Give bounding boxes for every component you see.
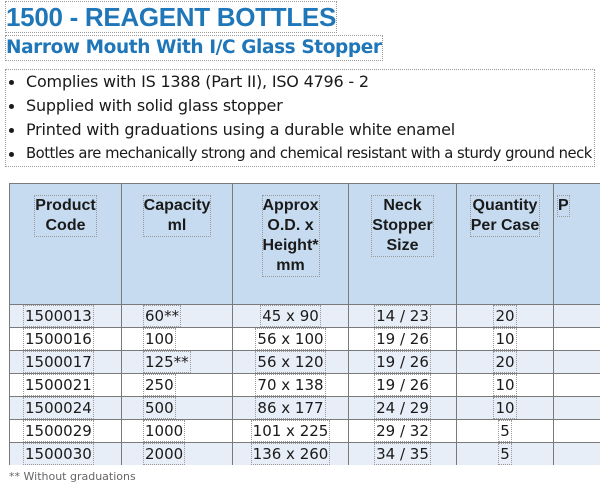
feature-item: Bottles are mechanically strong and chem…: [6, 142, 594, 166]
cell-truncated: [554, 374, 600, 397]
cell-od-height: 70 x 138: [233, 374, 349, 397]
page-title: 1500 - REAGENT BOTTLES: [6, 2, 336, 32]
cell-od-height: 56 x 100: [233, 328, 349, 351]
cell-quantity: 20: [457, 305, 554, 328]
cell-od-height: 101 x 225: [233, 420, 349, 443]
cell-capacity: 2000: [122, 443, 233, 466]
cell-quantity: 10: [457, 328, 554, 351]
header-truncated: P: [554, 184, 600, 305]
cell-capacity: 250: [122, 374, 233, 397]
cell-neck-size: 29 / 32: [349, 420, 457, 443]
cell-quantity: 5: [457, 420, 554, 443]
cell-product-code: 1500017: [10, 351, 122, 374]
cell-neck-size: 14 / 23: [349, 305, 457, 328]
cell-product-code: 1500013: [10, 305, 122, 328]
cell-quantity: 5: [457, 443, 554, 466]
cell-product-code: 1500021: [10, 374, 122, 397]
cell-od-height: 56 x 120: [233, 351, 349, 374]
cell-truncated: [554, 420, 600, 443]
cell-product-code: 1500030: [10, 443, 122, 466]
cell-product-code: 1500024: [10, 397, 122, 420]
cell-truncated: [554, 397, 600, 420]
feature-text: Bottles are mechanically strong and chem…: [26, 145, 592, 162]
cell-od-height: 86 x 177: [233, 397, 349, 420]
cell-neck-size: 19 / 26: [349, 328, 457, 351]
cell-quantity: 20: [457, 351, 554, 374]
feature-text: Printed with graduations using a durable…: [26, 120, 455, 139]
feature-text: Complies with IS 1388 (Part II), ISO 479…: [26, 72, 369, 91]
cell-product-code: 1500016: [10, 328, 122, 351]
cell-truncated: [554, 443, 600, 466]
cell-truncated: [554, 351, 600, 374]
cell-neck-size: 34 / 35: [349, 443, 457, 466]
feature-item: Supplied with solid glass stopper: [6, 94, 594, 118]
feature-item: Printed with graduations using a durable…: [6, 118, 594, 142]
cell-quantity: 10: [457, 374, 554, 397]
feature-list: Complies with IS 1388 (Part II), ISO 479…: [6, 70, 594, 166]
footnote: ** Without graduations: [9, 471, 136, 483]
cell-capacity: 500: [122, 397, 233, 420]
cell-neck-size: 19 / 26: [349, 351, 457, 374]
cell-neck-size: 24 / 29: [349, 397, 457, 420]
cell-capacity: 1000: [122, 420, 233, 443]
cell-capacity: 125**: [122, 351, 233, 374]
feature-item: Complies with IS 1388 (Part II), ISO 479…: [6, 70, 594, 94]
cell-capacity: 100: [122, 328, 233, 351]
cell-truncated: [554, 328, 600, 351]
page-subtitle: Narrow Mouth With I/C Glass Stopper: [6, 36, 382, 60]
cell-product-code: 1500029: [10, 420, 122, 443]
cell-od-height: 136 x 260: [233, 443, 349, 466]
cell-quantity: 10: [457, 397, 554, 420]
cell-truncated: [554, 305, 600, 328]
feature-text: Supplied with solid glass stopper: [26, 96, 283, 115]
cell-neck-size: 19 / 26: [349, 374, 457, 397]
cell-od-height: 45 x 90: [233, 305, 349, 328]
cell-capacity: 60**: [122, 305, 233, 328]
